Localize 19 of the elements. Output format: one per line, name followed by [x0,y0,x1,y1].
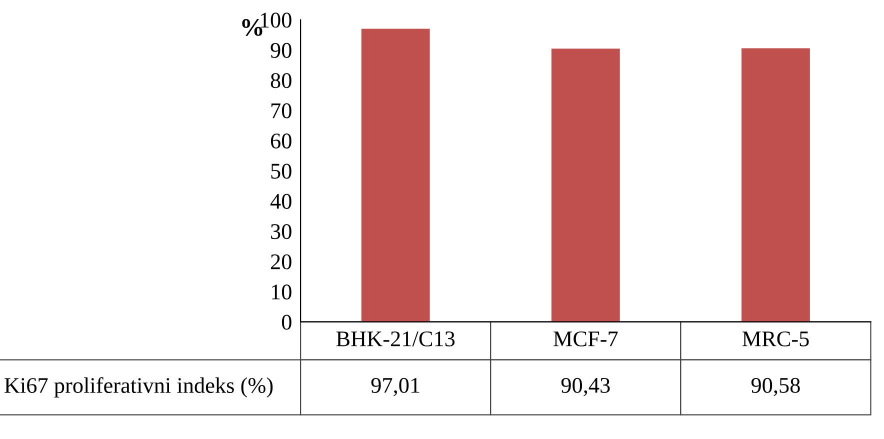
x-tick-label: MRC-5 [742,331,809,346]
y-tick-label: 60 [270,134,292,148]
y-tick-label: 30 [271,224,292,240]
y-tick-label: 100 [260,12,292,28]
y-tick-label: 70 [271,103,292,118]
y-tick-label: 10 [272,284,292,300]
y-tick-label: 50 [271,164,292,179]
y-tick-label: 40 [270,194,292,209]
data-label: 90,58 [751,378,800,396]
x-tick-label: BHK-21/C13 [336,331,455,346]
data-label: 97,01 [371,378,420,396]
y-axis-title: % [242,18,262,36]
y-tick-label: 0 [282,314,292,330]
x-tick-label: MCF-7 [554,331,618,346]
data-label: 90,43 [561,378,610,396]
y-tick-label: 90 [270,42,292,58]
text: Ki67 proliferativni indeks (%) [4,377,273,398]
y-tick-label: 20 [270,254,292,270]
y-tick-label: 80 [270,73,292,88]
